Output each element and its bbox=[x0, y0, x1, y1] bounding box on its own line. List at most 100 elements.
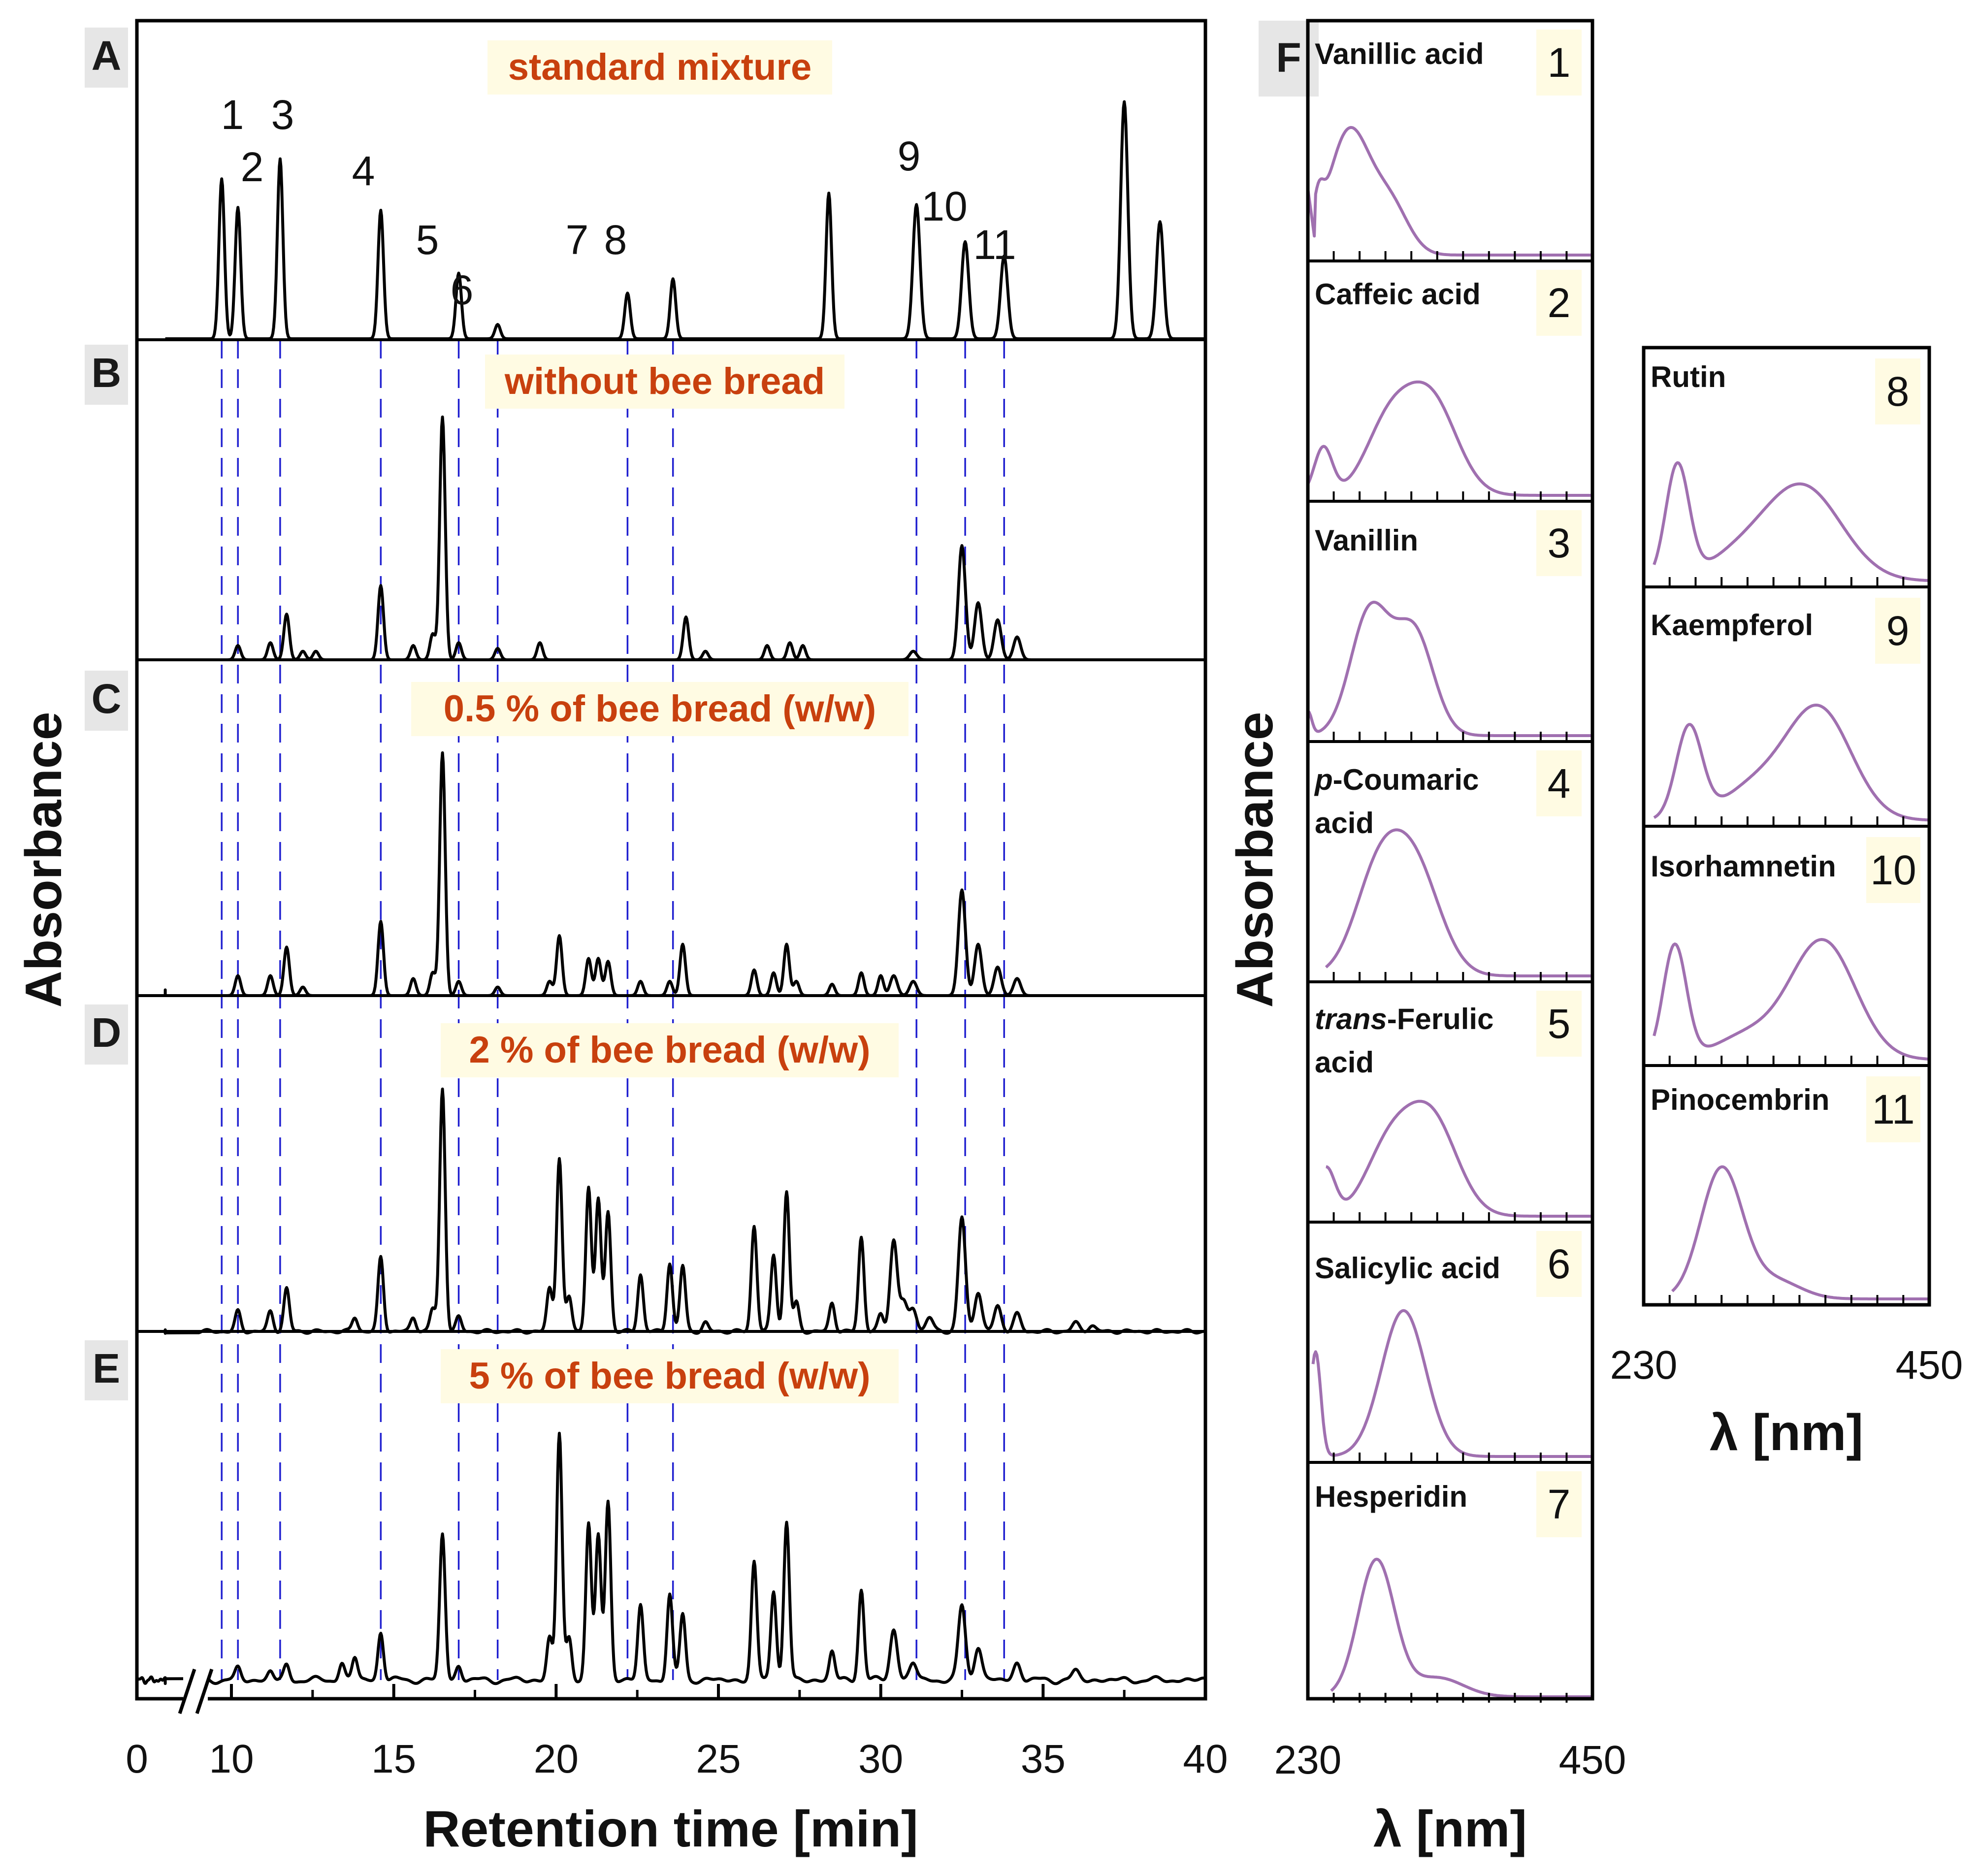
panel-c-letter: C bbox=[92, 676, 122, 722]
spectrum-num-bg bbox=[1536, 750, 1582, 816]
spectra-x-axis-title: λ [nm] bbox=[1373, 1801, 1527, 1858]
panel-f-letter: F bbox=[1276, 34, 1301, 81]
spectrum-num-bg bbox=[1536, 1471, 1582, 1537]
chromatogram-frame bbox=[135, 19, 1207, 1701]
spectrum-num-bg bbox=[1866, 837, 1920, 903]
peak-number: 6 bbox=[451, 267, 474, 313]
panel-d-letter: D bbox=[92, 1009, 122, 1056]
spectrum-num-bg bbox=[1536, 1231, 1582, 1297]
peak-number: 11 bbox=[973, 222, 1016, 268]
spectrum-curve-5 bbox=[1326, 1100, 1593, 1218]
condition-d-bg bbox=[441, 1023, 899, 1077]
condition-e-bg bbox=[441, 1349, 899, 1403]
chromatogram-chart: 0 10 15 20 25 30 35 40 A B C D E standard mixtu… bbox=[15, 19, 1228, 1858]
x-tick-label: 20 bbox=[534, 1737, 579, 1781]
panel-e-letter: E bbox=[93, 1345, 120, 1391]
compound-name: Hesperidin bbox=[1315, 1480, 1467, 1513]
compound-name-prefix: trans bbox=[1315, 1003, 1387, 1035]
peak-number: 4 bbox=[352, 148, 375, 194]
compound-number: 10 bbox=[1870, 847, 1916, 893]
x-tick-label: 35 bbox=[1021, 1737, 1066, 1781]
panel-c-tag-bg bbox=[85, 671, 128, 731]
condition-label-b: without bee bread bbox=[504, 360, 825, 402]
spectrum-num-bg bbox=[1875, 358, 1920, 424]
condition-label-c: 0.5 % of bee bread (w/w) bbox=[444, 688, 876, 730]
spectra-x-min-label: 230 bbox=[1274, 1738, 1342, 1782]
condition-c-bg bbox=[411, 682, 908, 736]
spectra-chart: F Vanillic acid Caffeic acid Vanillin bbox=[1227, 19, 1963, 1858]
panel-a-tag-bg bbox=[85, 28, 128, 88]
compound-name: Salicylic acid bbox=[1315, 1252, 1500, 1285]
chromatogram-x-axis-title: Retention time [min] bbox=[423, 1801, 918, 1858]
compound-number: 8 bbox=[1886, 368, 1910, 415]
spectrum-curve-10 bbox=[1653, 938, 1930, 1061]
compound-name-line-2: acid bbox=[1315, 807, 1374, 840]
compound-name-line-1: p-Coumaric bbox=[1314, 763, 1479, 796]
panel-d-tag-bg bbox=[85, 1004, 128, 1065]
peak-number: 5 bbox=[416, 217, 439, 263]
compound-name: Pinocembrin bbox=[1651, 1083, 1829, 1116]
spectra-curves bbox=[1306, 126, 1930, 1698]
x-tick-label: 40 bbox=[1183, 1737, 1228, 1781]
compound-name: Isorhamnetin bbox=[1651, 850, 1836, 883]
x-tick-label: 30 bbox=[858, 1737, 903, 1781]
spectrum-num-bg bbox=[1875, 598, 1920, 664]
compound-name-line-2: acid bbox=[1315, 1046, 1374, 1079]
spectrum-num-bg bbox=[1536, 270, 1582, 336]
peak-number: 3 bbox=[271, 92, 294, 138]
spectra-x-axis-title: λ [nm] bbox=[1710, 1404, 1863, 1461]
spectrum-curve-2 bbox=[1306, 380, 1593, 497]
spectra-x-min-label: 230 bbox=[1610, 1343, 1678, 1388]
spectrum-curve-4 bbox=[1325, 828, 1593, 977]
x-axis-ticks: 0 10 15 20 25 30 35 40 bbox=[126, 1684, 1228, 1781]
panel-b-tag-bg bbox=[85, 345, 128, 405]
condition-label-a: standard mixture bbox=[508, 46, 812, 88]
panel-a-letter: A bbox=[92, 32, 122, 79]
compound-number: 5 bbox=[1548, 1001, 1571, 1047]
spectrum-curve-6 bbox=[1311, 1309, 1593, 1458]
axis-break bbox=[178, 1667, 214, 1716]
condition-b-bg bbox=[485, 355, 844, 409]
x-tick-label: 0 bbox=[126, 1737, 148, 1781]
peak-number: 10 bbox=[921, 183, 967, 229]
panel-b-letter: B bbox=[92, 350, 122, 396]
spectrum-curve-9 bbox=[1653, 704, 1930, 822]
x-tick-label: 25 bbox=[696, 1737, 741, 1781]
spectrum-num-bg bbox=[1866, 1076, 1920, 1142]
condition-label-d: 2 % of bee bread (w/w) bbox=[469, 1029, 870, 1071]
spectrum-curve-11 bbox=[1671, 1165, 1930, 1300]
compound-name-prefix: p bbox=[1314, 763, 1333, 796]
compound-name: Kaempferol bbox=[1651, 609, 1813, 642]
condition-a-bg bbox=[487, 40, 832, 95]
spectra-y-axis-title: Absorbance bbox=[1227, 712, 1284, 1007]
peak-number: 1 bbox=[221, 92, 244, 138]
x-tick-label: 15 bbox=[371, 1737, 416, 1781]
compound-name: Rutin bbox=[1651, 360, 1726, 393]
peak-number: 2 bbox=[241, 144, 264, 190]
peak-number: 7 bbox=[566, 217, 589, 263]
spectrum-curve-7 bbox=[1330, 1557, 1593, 1698]
compound-name: Vanillin bbox=[1315, 524, 1418, 557]
peak-number: 9 bbox=[898, 133, 921, 179]
compound-number: 7 bbox=[1548, 1481, 1571, 1527]
compound-number: 3 bbox=[1548, 520, 1571, 566]
condition-label-e: 5 % of bee bread (w/w) bbox=[469, 1355, 870, 1397]
compound-number: 6 bbox=[1548, 1241, 1571, 1287]
chromatogram-y-axis-title: Absorbance bbox=[15, 712, 72, 1007]
compound-number: 11 bbox=[1872, 1086, 1914, 1132]
spectrum-curve-3 bbox=[1307, 601, 1593, 737]
compound-name: Caffeic acid bbox=[1315, 278, 1481, 311]
panel-e-tag-bg bbox=[85, 1340, 128, 1400]
spectra-ticks bbox=[1332, 251, 1905, 1703]
compound-number: 9 bbox=[1886, 608, 1910, 654]
spectrum-curve-1 bbox=[1306, 126, 1593, 257]
compound-name-rest: -Ferulic bbox=[1387, 1003, 1494, 1035]
x-tick-label: 10 bbox=[209, 1737, 254, 1781]
spectra-x-max-label: 450 bbox=[1559, 1738, 1626, 1782]
spectrum-num-bg bbox=[1536, 991, 1582, 1057]
chromatogram-trace-e bbox=[135, 1431, 1206, 1685]
spectrum-curve-8 bbox=[1653, 461, 1930, 582]
compound-name-line-1: trans-Ferulic bbox=[1315, 1003, 1493, 1035]
